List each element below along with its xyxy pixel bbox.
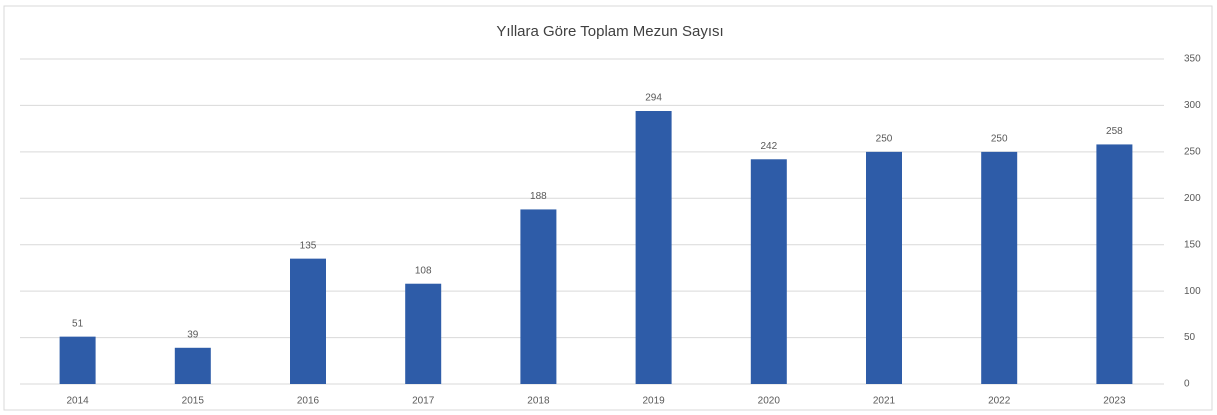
x-tick-label: 2019 [642,396,665,407]
bar [750,159,787,384]
x-tick-label: 2018 [527,396,550,407]
x-tick-label: 2016 [297,396,320,407]
y-tick-label: 150 [1184,239,1201,250]
bar [1096,144,1133,384]
x-tick-label: 2022 [988,396,1011,407]
data-label: 135 [300,240,317,251]
y-tick-label: 300 [1184,100,1201,111]
bar [290,258,326,384]
bar [59,336,96,384]
bar [174,347,211,384]
bar [981,151,1018,384]
data-label: 242 [760,141,777,152]
chart-title: Yıllara Göre Toplam Mezun Sayısı [496,23,723,40]
y-tick-label: 350 [1184,54,1201,65]
y-tick-label: 200 [1184,193,1201,204]
y-tick-label: 100 [1184,286,1201,297]
bar [520,209,557,384]
data-label: 250 [876,133,893,144]
data-label: 294 [645,93,662,104]
data-label: 108 [415,265,432,276]
bar [866,151,902,384]
bar [635,111,672,384]
x-tick-label: 2020 [758,396,781,407]
x-tick-label: 2023 [1103,396,1126,407]
x-tick-label: 2014 [66,396,89,407]
data-label: 39 [187,329,199,340]
data-label: 250 [991,133,1008,144]
x-tick-label: 2021 [873,396,896,407]
y-tick-label: 250 [1184,146,1201,157]
data-label: 188 [530,191,547,202]
y-tick-label: 50 [1184,332,1196,343]
x-tick-label: 2017 [412,396,435,407]
data-label: 51 [72,318,84,329]
y-tick-label: 0 [1184,379,1190,390]
x-tick-label: 2015 [182,396,205,407]
data-label: 258 [1106,126,1123,137]
bar [405,283,442,384]
